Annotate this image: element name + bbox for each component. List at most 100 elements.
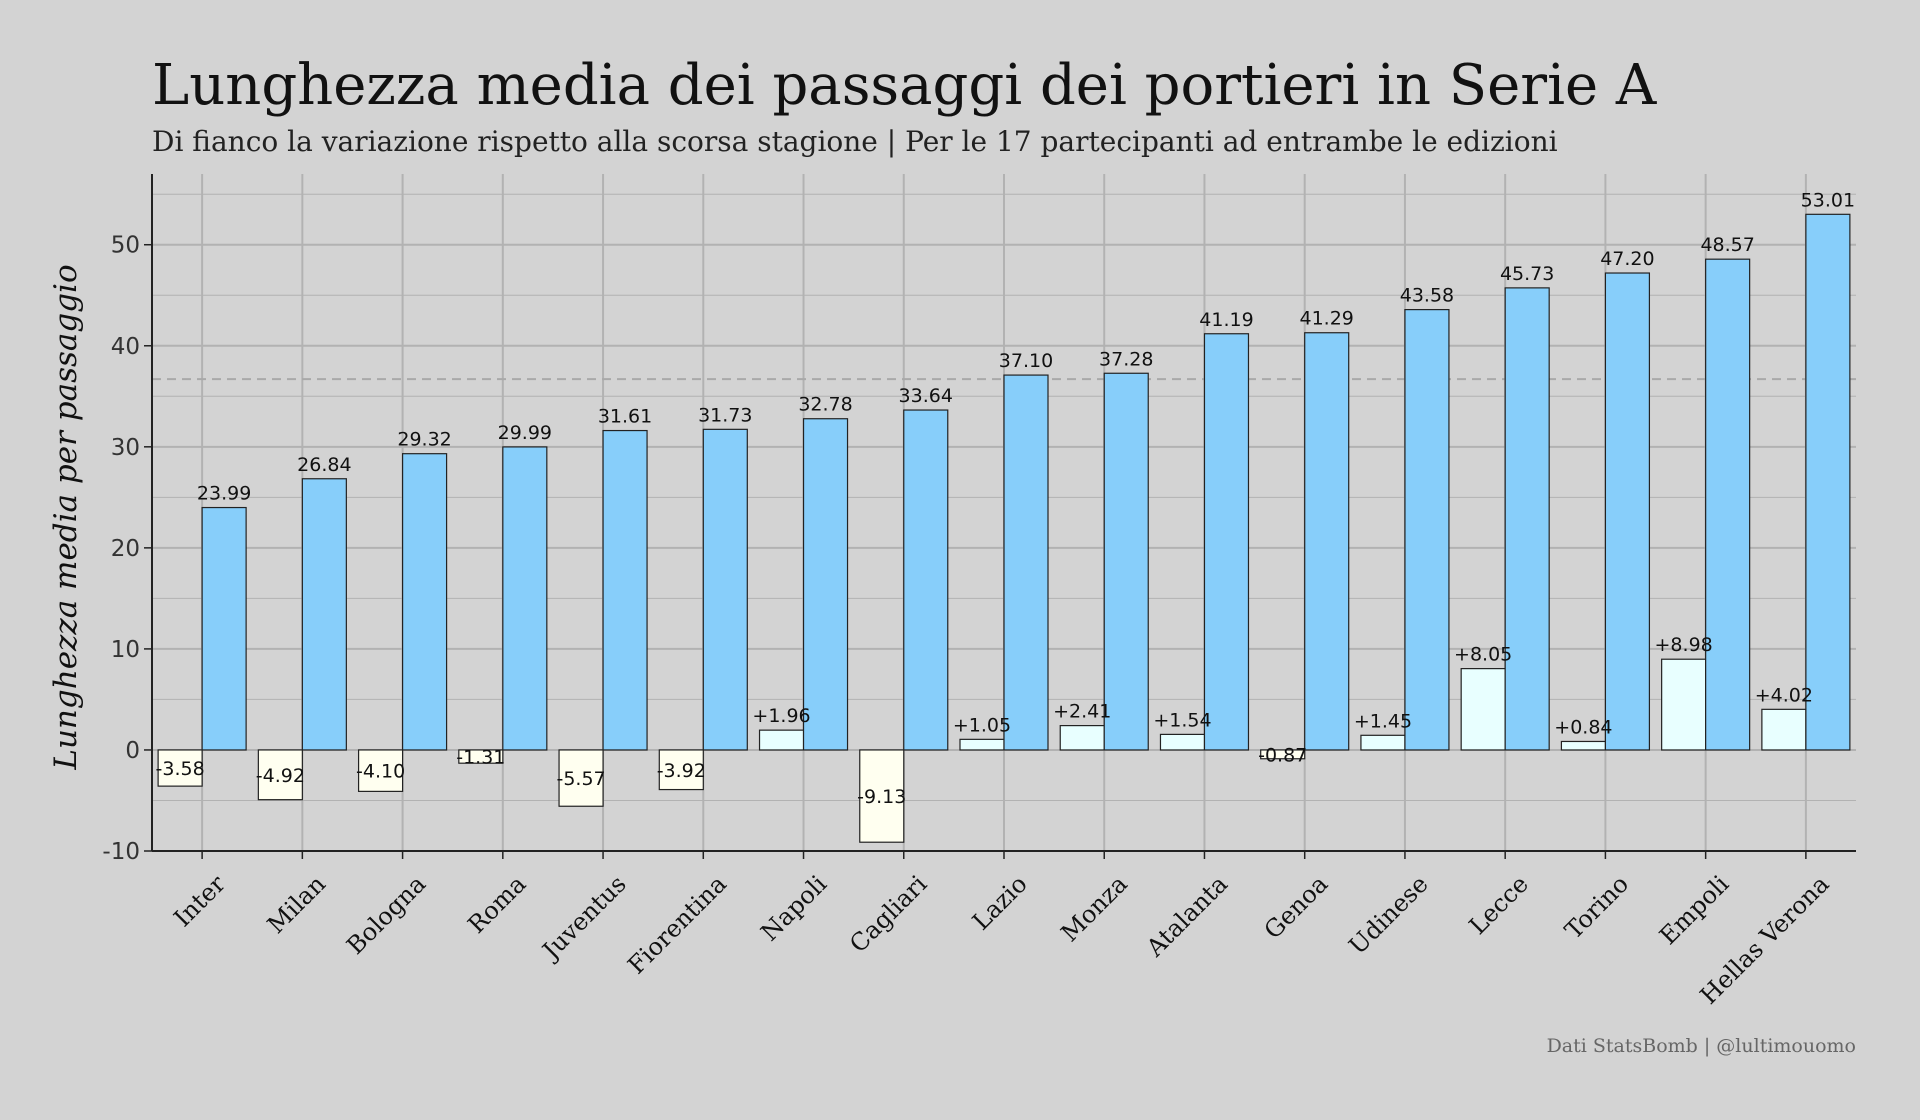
value-label: 26.84	[297, 454, 351, 476]
x-tick-label: Lecce	[1464, 870, 1534, 940]
value-bar	[301, 478, 347, 751]
x-tick-label: Milan	[262, 870, 331, 939]
x-tick-label: Monza	[1056, 870, 1133, 947]
x-tick-label: Juventus	[535, 870, 632, 967]
delta-label: -0.87	[1258, 744, 1307, 766]
y-tick-label: 30	[111, 435, 140, 461]
x-tick-label: Torino	[1559, 870, 1634, 945]
credit-text: Dati StatsBomb | @lultimouomo	[1547, 1035, 1856, 1057]
delta-bar	[1560, 740, 1607, 751]
value-label: 43.58	[1400, 285, 1454, 307]
value-bar	[1604, 272, 1651, 751]
bars	[157, 213, 1851, 843]
delta-bar	[1059, 725, 1105, 751]
value-bar	[1805, 213, 1851, 751]
delta-label: -3.92	[657, 760, 706, 782]
axes: -10 0 10 20 30 40 50	[102, 174, 1856, 865]
y-tick-label: 0	[125, 738, 140, 764]
delta-label: +1.45	[1354, 710, 1412, 732]
value-bar	[903, 409, 949, 751]
value-bar	[201, 506, 247, 751]
delta-bar	[658, 749, 704, 791]
delta-label: +8.05	[1454, 644, 1512, 666]
x-tick-label: Fiorentina	[622, 870, 732, 980]
delta-bar	[859, 749, 905, 843]
value-label: 45.73	[1500, 263, 1554, 285]
delta-label: +1.96	[752, 705, 810, 727]
value-bar	[1705, 258, 1751, 751]
x-tick-label: Empoli	[1654, 870, 1734, 950]
y-axis-label: Lunghezza media per passaggio	[48, 264, 84, 770]
delta-label: -3.58	[156, 758, 205, 780]
value-bar	[1404, 309, 1450, 751]
delta-label: -4.10	[356, 761, 405, 783]
delta-bar	[1360, 734, 1406, 751]
x-tick-label: Lazio	[967, 870, 1033, 936]
value-label: 47.20	[1600, 248, 1654, 270]
y-tick-label: 50	[111, 233, 140, 259]
value-label: 31.73	[698, 404, 752, 426]
y-tick-label: 40	[111, 334, 140, 360]
value-labels: 23.99 -3.58 26.84 -4.92 29.32 -4.10 29.99 -1.31…	[156, 189, 1856, 808]
x-tick-label: Genoa	[1259, 870, 1334, 945]
delta-label: +1.54	[1153, 709, 1211, 731]
delta-bar	[1661, 658, 1707, 751]
value-label: 41.19	[1199, 309, 1253, 331]
delta-bar	[357, 749, 404, 792]
x-tick-label: Atalanta	[1140, 870, 1233, 963]
value-bar	[1003, 374, 1049, 751]
value-label: 29.99	[498, 422, 552, 444]
delta-bar	[458, 749, 504, 764]
delta-bar	[558, 749, 604, 807]
value-bar	[502, 446, 548, 751]
value-label: 37.28	[1099, 348, 1153, 370]
value-label: 23.99	[197, 483, 251, 505]
value-label: 37.10	[999, 350, 1053, 372]
y-tick-label: 20	[111, 536, 140, 562]
value-label: 33.64	[899, 385, 953, 407]
delta-label: +2.41	[1053, 701, 1111, 723]
value-bar	[1203, 333, 1250, 751]
delta-label: +0.84	[1554, 716, 1612, 738]
value-label: 32.78	[798, 394, 852, 416]
value-bar	[1504, 287, 1550, 751]
x-tick-label: Bologna	[341, 870, 431, 960]
delta-label: +1.05	[953, 714, 1011, 736]
x-tick-label: Inter	[168, 870, 231, 933]
value-bar	[802, 418, 849, 751]
value-bar	[702, 428, 748, 751]
x-tick-label: Cagliari	[844, 870, 933, 959]
x-tick-label: Roma	[462, 870, 531, 939]
value-label: 48.57	[1700, 234, 1754, 256]
delta-label: +8.98	[1655, 634, 1713, 656]
delta-label: -5.57	[556, 768, 605, 790]
value-label: 31.61	[598, 406, 652, 428]
value-bar	[602, 429, 648, 751]
x-tick-label: Udinese	[1344, 870, 1434, 960]
delta-bar	[1159, 733, 1206, 751]
value-label: 41.29	[1300, 308, 1354, 330]
chart-title: Lunghezza media dei passaggi dei portier…	[152, 53, 1657, 118]
value-bar	[1103, 372, 1149, 751]
delta-bar	[1460, 668, 1506, 751]
x-tick-label: Napoli	[756, 870, 833, 947]
delta-bar	[1260, 749, 1306, 760]
delta-bar	[1761, 708, 1807, 751]
delta-bar	[758, 729, 805, 751]
delta-bar	[257, 749, 303, 801]
value-bar	[1304, 332, 1350, 751]
chart-subtitle: Di fianco la variazione rispetto alla sc…	[152, 125, 1558, 158]
value-label: 29.32	[397, 429, 451, 451]
delta-bar	[157, 749, 203, 787]
delta-bar	[959, 738, 1005, 751]
y-tick-label: 10	[111, 637, 140, 663]
delta-label: +4.02	[1755, 684, 1813, 706]
delta-label: -9.13	[857, 786, 906, 808]
y-tick-label: -10	[102, 839, 140, 865]
delta-label: -1.31	[456, 747, 505, 769]
value-label: 53.01	[1801, 189, 1855, 211]
delta-label: -4.92	[256, 765, 305, 787]
